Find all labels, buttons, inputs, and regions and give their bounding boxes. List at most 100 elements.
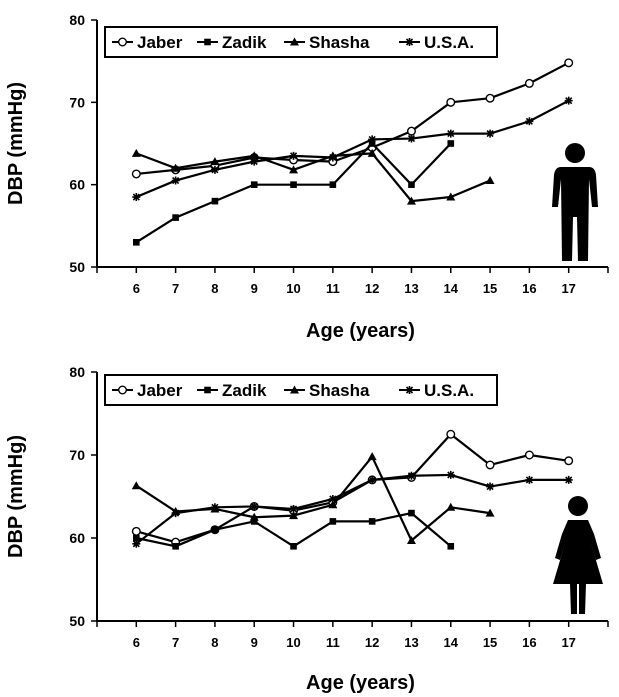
data-point-usa (564, 96, 573, 105)
x-tick-label: 17 (561, 635, 575, 650)
x-tick-label: 7 (172, 281, 179, 296)
data-point-zadik (172, 214, 179, 221)
data-point-usa (171, 176, 180, 185)
data-point-jaber (485, 93, 495, 103)
head-shape (565, 143, 585, 163)
chart-panel-2: 50 60 70 80 6 7 8 9 10 11 12 13 14 15 16 17 Age (years) D… (5, 364, 609, 694)
legend-label: Jaber (137, 33, 183, 52)
data-point-usa (368, 135, 377, 144)
data-point-zadik (368, 140, 376, 147)
data-point-usa (328, 494, 337, 503)
data-point-shasha (485, 508, 495, 517)
x-tick-label: 9 (251, 281, 258, 296)
y-tick-label: 70 (69, 447, 85, 463)
data-point-shasha (485, 176, 495, 185)
data-point-jaber (446, 97, 456, 107)
data-point-zadik (172, 543, 179, 550)
x-tick-label: 7 (172, 635, 179, 650)
male-figure-icon (552, 143, 598, 261)
data-point-shasha (446, 502, 456, 511)
data-point-shasha (131, 481, 141, 490)
data-point-shasha (210, 157, 220, 166)
data-point-jaber (406, 126, 416, 136)
data-point-usa (564, 475, 573, 484)
data-point-zadik (211, 526, 219, 533)
legend-marker (117, 385, 127, 395)
data-point-usa (210, 165, 219, 174)
data-point-shasha (289, 511, 299, 520)
data-point-shasha (406, 196, 416, 205)
y-tick-label: 80 (69, 364, 85, 380)
x-tick-label: 15 (483, 635, 497, 650)
data-point-shasha (446, 192, 456, 201)
data-point-usa (368, 475, 377, 484)
data-point-zadik (290, 181, 297, 188)
data-point-jaber (524, 450, 534, 460)
data-point-usa (250, 157, 259, 166)
data-point-usa (171, 509, 180, 518)
data-point-jaber (485, 460, 495, 470)
data-point-usa (486, 129, 495, 138)
series-zadik (133, 509, 455, 550)
data-point-usa (289, 504, 298, 513)
data-point-zadik (408, 509, 415, 517)
x-tick-label: 13 (404, 281, 418, 296)
data-point-jaber (564, 58, 574, 68)
x-tick-label: 14 (444, 281, 459, 296)
y-tick-label: 60 (69, 177, 85, 193)
legend-marker (117, 37, 127, 47)
data-point-zadik (408, 181, 415, 188)
series-line-usa (135, 99, 570, 199)
data-point-zadik (329, 181, 337, 188)
series-line-usa (135, 473, 569, 545)
x-tick-label: 14 (444, 635, 459, 650)
legend: Jaber Zadik Shasha U.S.A. (104, 374, 498, 406)
legend-label: Shasha (309, 381, 370, 400)
data-point-zadik (447, 140, 455, 147)
data-point-usa (210, 503, 219, 512)
data-point-usa (525, 475, 534, 484)
x-tick-label: 6 (133, 635, 140, 650)
x-tick-label: 6 (133, 281, 140, 296)
head-shape (568, 496, 588, 516)
female-figure-icon (553, 496, 603, 614)
data-point-zadik (447, 543, 455, 550)
y-tick-label: 60 (69, 530, 85, 546)
series-usa (132, 96, 573, 202)
data-point-zadik (133, 534, 140, 542)
data-point-zadik (211, 197, 219, 205)
data-point-zadik (368, 518, 376, 525)
data-point-usa (525, 117, 534, 126)
legend-marker (204, 386, 211, 394)
data-point-usa (407, 134, 416, 143)
x-tick-label: 16 (522, 635, 536, 650)
legend-label: Jaber (137, 381, 183, 400)
x-tick-label: 8 (211, 281, 218, 296)
x-tick-label: 13 (404, 635, 418, 650)
series-line-shasha (135, 152, 491, 203)
data-point-jaber (524, 78, 534, 88)
series-zadik (133, 140, 455, 246)
data-point-zadik (290, 543, 297, 550)
y-tick-label: 70 (69, 94, 85, 110)
series-line-jaber (136, 433, 569, 544)
x-tick-label: 15 (483, 281, 497, 296)
data-point-usa (446, 470, 455, 479)
data-point-shasha (171, 163, 181, 172)
legend-marker (290, 37, 299, 46)
x-tick-label: 12 (365, 281, 379, 296)
x-tick-label: 11 (326, 281, 340, 296)
data-point-zadik (133, 239, 140, 246)
data-point-shasha (249, 151, 259, 160)
x-tick-label: 11 (326, 635, 340, 650)
body-shape (552, 167, 598, 261)
data-point-zadik (329, 518, 337, 525)
x-tick-label: 8 (211, 635, 218, 650)
data-point-jaber (131, 169, 141, 179)
legend-marker (204, 38, 211, 46)
y-tick-label: 50 (69, 613, 85, 629)
data-point-usa (328, 153, 337, 162)
data-point-shasha (406, 535, 416, 544)
y-tick-label: 80 (69, 12, 85, 28)
